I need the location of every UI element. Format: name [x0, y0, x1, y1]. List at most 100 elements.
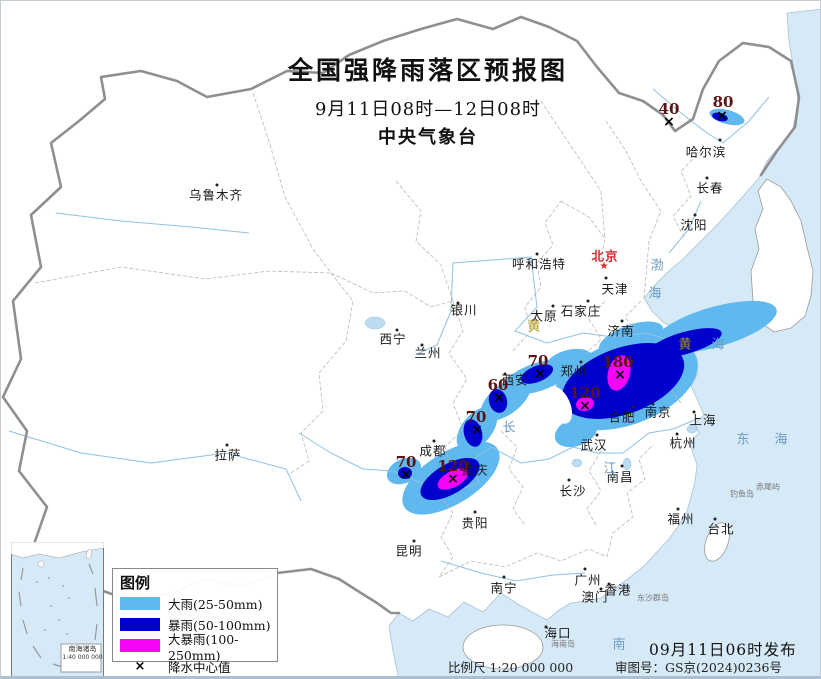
- city-dot: [692, 410, 696, 414]
- rain-area-severe-rainstorm: [437, 355, 631, 490]
- city-label: 郑州: [560, 363, 588, 379]
- city-dot: [420, 343, 424, 347]
- city-dot: [412, 539, 416, 543]
- severe-rainstorm-label: 大暴雨(100-250mm): [168, 631, 239, 663]
- rain-center-value: 40: [658, 100, 680, 118]
- rain-center-value: 70: [527, 352, 549, 370]
- city-dot: [502, 575, 506, 579]
- south-china-sea-inset: [11, 542, 104, 676]
- sea-label: 南: [612, 637, 626, 653]
- city-dot: [713, 517, 717, 521]
- city-dot: [586, 299, 590, 303]
- rain-center-mark-icon: ×: [579, 398, 591, 414]
- city-label: 成都: [419, 443, 447, 459]
- city-label: 广州: [574, 572, 602, 588]
- city-label: 杭州: [669, 435, 697, 451]
- rivers: [8, 88, 770, 582]
- sea-label: 渤: [650, 258, 664, 274]
- legend-title: 图例: [120, 574, 151, 592]
- city-label: 哈尔滨: [685, 144, 727, 160]
- legend: 图例 大雨(25-50mm) 暴雨(50-100mm) 大暴雨(100-250m…: [112, 568, 278, 675]
- heavy-rain-label: 大雨(25-50mm): [168, 597, 263, 612]
- rain-center-value: 80: [712, 93, 734, 111]
- city-label: 南昌: [606, 469, 634, 485]
- capital-star-icon: ★: [599, 261, 609, 272]
- legend-row-heavy-rain: 大雨(25-50mm): [120, 593, 271, 614]
- city-label: 太原: [530, 308, 558, 324]
- rain-center-mark-icon: ×: [447, 471, 459, 487]
- sea-label: 黄: [678, 337, 692, 353]
- rain-center-mark-icon: ×: [663, 114, 675, 130]
- city-label: 石家庄: [560, 303, 602, 319]
- city-label: 台北: [707, 521, 735, 537]
- taiwan-island: [704, 522, 730, 562]
- forecast-period: 9月11日08时—12日08时: [314, 99, 542, 120]
- island-label: 东沙群岛: [637, 593, 669, 603]
- approval-number: 审图号：GS京(2024)0236号: [615, 660, 782, 675]
- city-label: 昆明: [395, 543, 423, 559]
- city-label: 南京: [644, 404, 672, 420]
- severe-rainstorm-swatch: [120, 639, 160, 652]
- city-label: 贵阳: [461, 515, 489, 531]
- rain-center-value: 70: [465, 408, 487, 426]
- city-label: 上海: [689, 412, 717, 428]
- inset-caption: 南海诸岛 1:40 000 000: [61, 645, 104, 661]
- legend-row-rainstorm: 暴雨(50-100mm): [120, 614, 271, 635]
- page-title: 全国强降雨落区预报图: [287, 56, 569, 85]
- sea-label: 海: [711, 337, 725, 353]
- rainstorm-swatch: [120, 618, 160, 631]
- city-dot: [395, 328, 399, 332]
- city-label: 沈阳: [680, 217, 708, 233]
- city-label: 拉萨: [214, 447, 242, 463]
- city-dot: [456, 301, 460, 305]
- city-dot: [432, 439, 436, 443]
- city-dot: [503, 372, 507, 376]
- city-label: 长春: [696, 180, 724, 196]
- city-dot: [544, 625, 548, 629]
- city-dot: [693, 213, 697, 217]
- rain-center-value: 70: [395, 453, 417, 471]
- city-label: 乌鲁木齐: [188, 187, 244, 203]
- heavy-rain-swatch: [120, 597, 160, 610]
- city-label-capital: 北京: [591, 248, 619, 264]
- rain-center-value: 120: [569, 384, 601, 402]
- island-label: 海南岛: [551, 639, 575, 649]
- city-label: 香港: [604, 582, 632, 598]
- legend-row-severe-rainstorm: 大暴雨(100-250mm): [120, 632, 271, 663]
- city-label: 西安: [501, 372, 529, 388]
- city-label: 福州: [667, 511, 695, 527]
- city-dot: [473, 510, 477, 514]
- inset-caption-title: 南海诸岛: [68, 645, 97, 653]
- city-label: 呼和浩特: [511, 256, 567, 272]
- rain-center-value: 180: [602, 353, 634, 371]
- map-scale: 比例尺 1:20 000 000: [448, 660, 574, 675]
- city-label: 西宁: [379, 331, 407, 347]
- center-marker-label: 降水中心值: [168, 660, 231, 675]
- city-label: 银川: [450, 302, 478, 318]
- city-label: 兰州: [414, 345, 442, 361]
- city-dot: [595, 433, 599, 437]
- korea-peninsula: [750, 178, 814, 333]
- rain-center-mark-icon: ×: [614, 367, 626, 383]
- sea-label: 东: [736, 432, 750, 448]
- city-dot: [620, 319, 624, 323]
- sea-label: 江: [603, 461, 617, 477]
- rainstorm-label: 暴雨(50-100mm): [168, 618, 271, 633]
- inset-caption-scale: 1:40 000 000: [62, 653, 103, 661]
- center-marker-icon: ×: [134, 659, 146, 674]
- agency-name: 中央气象台: [378, 127, 478, 148]
- city-dot: [567, 478, 571, 482]
- inset-islands: [36, 577, 70, 635]
- rain-center-value: 120: [437, 457, 469, 475]
- city-label: 天津: [601, 281, 629, 297]
- city-label: 武汉: [580, 437, 608, 453]
- city-dot: [225, 443, 229, 447]
- city-label: 济南: [607, 323, 635, 339]
- sea-area: [388, 8, 820, 676]
- sea-label: 黄: [527, 319, 541, 335]
- rain-center-mark-icon: ×: [493, 390, 505, 406]
- city-dot: [599, 587, 603, 591]
- issued-time: 09月11日06时发布: [649, 641, 797, 659]
- city-dot: [579, 360, 583, 364]
